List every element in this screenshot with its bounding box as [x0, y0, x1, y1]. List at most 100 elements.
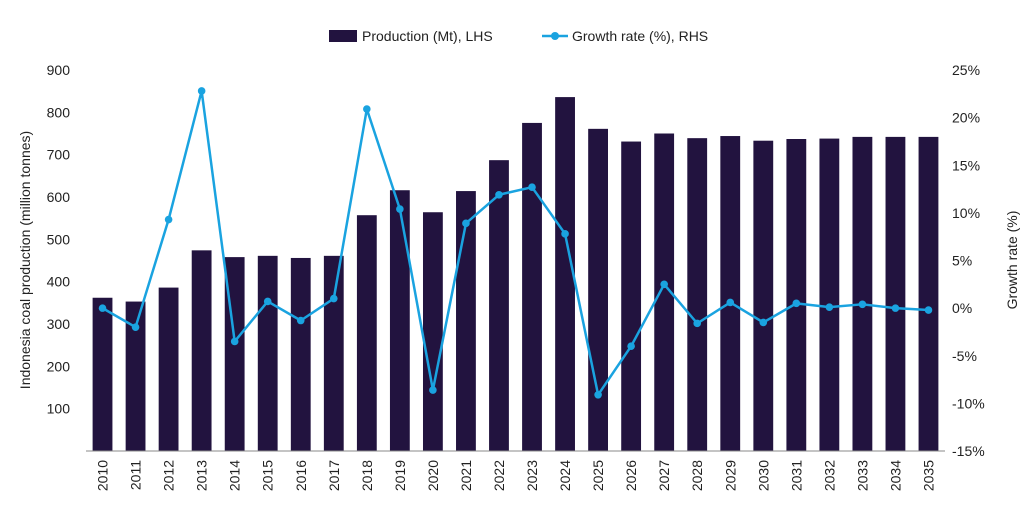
growth-rate-point-2016: [296, 316, 305, 325]
left-tick-label-900: 900: [47, 62, 71, 78]
growth-rate-point-2027: [660, 280, 668, 289]
right-tick-label--10%: -10%: [952, 395, 985, 411]
production-bar-2019: [389, 190, 410, 452]
growth-rate-point-2021: [462, 219, 470, 228]
x-tick-label-2012: 2012: [161, 460, 177, 491]
right-tick-label-5%: 5%: [952, 253, 972, 269]
growth-rate-point-2024: [561, 230, 569, 238]
x-tick-label-2025: 2025: [590, 460, 606, 491]
x-tick-label-2027: 2027: [656, 460, 672, 491]
growth-rate-point-2035: [924, 306, 933, 314]
left-tick-label-200: 200: [47, 358, 71, 374]
growth-rate-point-2013: [197, 87, 206, 95]
left-axis-title: Indonesia coal production (million tonne…: [17, 131, 33, 389]
production-bar-2023: [522, 122, 542, 452]
production-bar-2021: [456, 191, 476, 451]
axes: 100 200 300 400 500 600 700 800 900 -15% -10% -5% 0%…: [47, 62, 985, 491]
x-tick-label-2010: 2010: [95, 460, 111, 491]
x-tick-label-2018: 2018: [359, 460, 375, 491]
x-tick-label-2035: 2035: [920, 460, 936, 491]
growth-rate-point-2020: [429, 386, 437, 394]
x-tick-label-2013: 2013: [194, 460, 210, 491]
production-bar-2035: [918, 136, 939, 451]
production-bar-2031: [786, 139, 807, 451]
x-tick-label-2014: 2014: [227, 460, 243, 491]
growth-rate-point-2010: [98, 304, 107, 312]
x-tick-label-2028: 2028: [689, 460, 705, 491]
growth-rate-point-2034: [891, 304, 900, 312]
right-tick-label-15%: 15%: [952, 157, 980, 173]
left-tick-label-800: 800: [47, 104, 71, 120]
x-tick-label-2033: 2033: [854, 460, 870, 491]
growth-rate-point-2031: [792, 299, 801, 308]
legend-bar-label: Production (Mt), LHS: [362, 28, 493, 44]
left-tick-label-500: 500: [47, 231, 71, 247]
x-tick-label-2026: 2026: [623, 460, 639, 491]
x-tick-label-2023: 2023: [524, 460, 540, 491]
right-tick-label-25%: 25%: [952, 62, 980, 78]
growth-rate-point-2025: [594, 391, 602, 399]
production-bar-2029: [720, 136, 741, 452]
x-tick-label-2022: 2022: [491, 460, 507, 491]
growth-rate-point-2023: [528, 183, 536, 191]
left-tick-label-700: 700: [47, 147, 71, 163]
production-bar-2025: [588, 128, 608, 451]
x-tick-label-2030: 2030: [755, 460, 771, 491]
legend-line-marker: [551, 32, 559, 40]
x-tick-label-2032: 2032: [821, 460, 837, 491]
growth-rate-point-2026: [627, 342, 635, 351]
legend-line-label: Growth rate (%), RHS: [572, 28, 708, 44]
production-bar-2010: [92, 297, 113, 451]
growth-rate-point-2017: [329, 294, 338, 303]
production-bar-2018: [356, 215, 377, 451]
production-bar-2013: [191, 250, 212, 451]
x-tick-label-2031: 2031: [788, 460, 804, 491]
right-axis-title: Growth rate (%): [1004, 211, 1020, 310]
production-bar-2011: [125, 301, 146, 451]
production-bar-2017: [323, 255, 344, 451]
x-tick-label-2034: 2034: [887, 460, 903, 491]
growth-rate-polyline: [101, 89, 929, 397]
production-bar-2034: [885, 136, 906, 451]
production-bar-2032: [819, 138, 840, 451]
growth-rate-point-2032: [825, 303, 834, 311]
production-bar-2026: [621, 141, 642, 452]
production-bar-2028: [687, 138, 708, 451]
growth-rate-point-2028: [693, 319, 702, 328]
x-tick-label-2015: 2015: [260, 460, 276, 491]
production-bar-2022: [489, 160, 509, 452]
right-tick-label-10%: 10%: [952, 205, 980, 221]
growth-rate-point-2019: [396, 205, 404, 213]
growth-rate-point-2030: [759, 318, 768, 327]
left-tick-label-600: 600: [47, 189, 71, 205]
production-bar-2027: [654, 133, 675, 451]
growth-rate-line: [98, 87, 933, 399]
legend: Production (Mt), LHS Growth rate (%), RH…: [329, 28, 708, 44]
growth-rate-point-2014: [230, 337, 239, 346]
left-tick-label-300: 300: [47, 316, 71, 332]
production-bar-2012: [158, 287, 179, 451]
legend-bar-swatch: [329, 30, 357, 42]
production-bars: [92, 97, 939, 452]
left-tick-label-100: 100: [47, 401, 71, 417]
x-tick-label-2011: 2011: [128, 460, 144, 490]
production-bar-2024: [555, 97, 575, 451]
growth-rate-point-2022: [495, 190, 503, 199]
growth-rate-point-2018: [363, 105, 371, 113]
x-tick-label-2020: 2020: [425, 460, 441, 491]
right-tick-label--15%: -15%: [952, 443, 985, 459]
growth-rate-point-2015: [263, 297, 272, 306]
right-tick-label-20%: 20%: [952, 110, 980, 126]
x-tick-label-2024: 2024: [557, 460, 573, 491]
x-tick-label-2016: 2016: [293, 460, 309, 491]
right-tick-label-0%: 0%: [952, 300, 972, 316]
production-bar-2016: [290, 257, 311, 451]
right-tick-label--5%: -5%: [952, 348, 977, 364]
production-bar-2015: [257, 255, 278, 451]
growth-rate-point-2029: [726, 298, 735, 307]
x-tick-label-2017: 2017: [326, 460, 342, 491]
x-tick-label-2029: 2029: [722, 460, 738, 491]
production-bar-2020: [422, 212, 443, 451]
x-tick-label-2021: 2021: [458, 460, 474, 491]
